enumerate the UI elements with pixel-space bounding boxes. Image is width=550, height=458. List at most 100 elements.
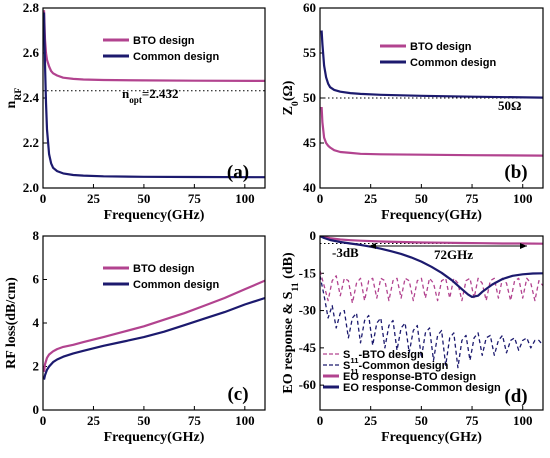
x-tick-label: 50 xyxy=(415,413,428,428)
x-tick-label: 75 xyxy=(466,191,480,206)
x-tick-label: 25 xyxy=(364,191,378,206)
legend: BTO design Common design xyxy=(103,263,219,291)
y-axis-label: EO response & S11 (dB) xyxy=(281,252,301,394)
series-line xyxy=(320,275,543,369)
legend-label: Common design xyxy=(410,57,496,69)
legend-label: Common design xyxy=(133,279,219,291)
plot-area xyxy=(43,10,265,179)
series-line xyxy=(320,236,543,298)
y-axis-label: Z0(Ω) xyxy=(281,80,301,115)
y-axis-label-part: 0 xyxy=(290,101,301,106)
series-line xyxy=(320,106,543,157)
x-tick-label: 100 xyxy=(513,413,533,428)
n-opt-annotation-part: =2.432 xyxy=(142,86,179,101)
x-tick-label: 0 xyxy=(40,413,47,428)
x-tick-label: 25 xyxy=(364,413,378,428)
legend-label: BTO design xyxy=(133,35,195,47)
y-tick-label: 2 xyxy=(33,359,40,374)
x-tick-label: 25 xyxy=(87,413,101,428)
x-axis-label: Frequency(GHz) xyxy=(104,208,205,223)
y-tick-label: 55 xyxy=(303,45,317,60)
panel-c: 0 25 50 75 100 0 2 4 6 8 Frequency(GHz) RF loss(dB/… xyxy=(4,228,266,445)
minus-3db-annotation: -3dB xyxy=(332,245,359,260)
legend: BTO design Common design xyxy=(103,35,219,63)
panel-label: (a) xyxy=(227,162,249,183)
y-tick-label: 0 xyxy=(33,402,40,417)
legend-label-part: S xyxy=(343,360,350,372)
legend-label: S11-BTO design xyxy=(343,349,424,365)
series-line xyxy=(320,236,543,245)
legend-label-part: -BTO design xyxy=(358,349,423,361)
x-tick-label: 50 xyxy=(137,191,150,206)
y-tick-label: -30 xyxy=(299,303,316,318)
x-tick-label: 100 xyxy=(235,413,255,428)
plot-area xyxy=(320,30,543,157)
legend-label: EO response-BTO design xyxy=(343,371,476,383)
x-tick-label: 100 xyxy=(513,191,533,206)
legend-label: S11-Common design xyxy=(343,360,449,376)
x-tick-label: 50 xyxy=(415,191,428,206)
panel-b: 0 25 50 75 1004045505560Frequency(GHz)Z0(Ω)B… xyxy=(281,0,544,223)
y-tick-label: 2.2 xyxy=(23,135,39,150)
x-tick-label: 75 xyxy=(188,413,202,428)
plot-frame xyxy=(42,7,266,189)
x-tick-label: 75 xyxy=(188,191,202,206)
series-line xyxy=(320,270,543,304)
y-tick-label: 45 xyxy=(303,135,317,150)
y-axis-label-part: Z xyxy=(281,106,296,115)
y-tick-label: 2.8 xyxy=(23,0,40,15)
series-line xyxy=(43,10,265,82)
x-tick-label: 0 xyxy=(317,191,324,206)
n-opt-annotation: nopt=2.432 xyxy=(122,86,179,105)
y-axis-label-part: EO response & S xyxy=(281,291,296,393)
panel-a: 0 25 50 75 100 2.0 2.2 2.4 2.6 2.8 Frequency(GHz) n… xyxy=(4,0,266,223)
y-tick-label: 8 xyxy=(33,228,40,243)
y-tick-label: -45 xyxy=(299,340,317,355)
y-tick-label: 50 xyxy=(303,90,316,105)
n-opt-annotation-part: opt xyxy=(129,95,142,105)
y-axis-label-part: n xyxy=(4,100,19,108)
plot-frame xyxy=(319,7,544,189)
panel-d: 0 25 50 75 100 0 -15 -30 -45 -60 Frequency(GHz) EO … xyxy=(281,228,544,445)
x-axis-label: Frequency(GHz) xyxy=(381,430,482,445)
legend-label-part: 11 xyxy=(350,356,359,365)
panel-label: (c) xyxy=(227,384,248,405)
x-tick-label: 50 xyxy=(137,413,150,428)
y-axis-label-part: (dB) xyxy=(281,252,296,282)
legend: BTO design Common design xyxy=(380,41,496,69)
plot-area xyxy=(43,279,265,380)
series-line xyxy=(320,30,543,99)
n-opt-annotation-part: n xyxy=(122,86,130,101)
y-axis-label: RF loss(dB/cm) xyxy=(4,277,19,369)
legend-label: Common design xyxy=(133,51,219,63)
y-tick-label: 2.6 xyxy=(23,45,40,60)
y-tick-label: 2.4 xyxy=(23,90,40,105)
legend-label-part: S xyxy=(343,349,350,361)
series-line xyxy=(43,12,265,179)
panel-label: (d) xyxy=(504,386,527,407)
x-tick-label: 100 xyxy=(235,191,255,206)
legend-label: EO response-Common design xyxy=(343,382,501,394)
plot-area xyxy=(320,236,543,369)
y-tick-label: 4 xyxy=(33,315,40,330)
y-tick-label: 40 xyxy=(303,180,316,195)
x-tick-label: 25 xyxy=(87,191,101,206)
bandwidth-arrow-head-right xyxy=(520,243,527,249)
y-tick-label: 0 xyxy=(310,228,317,243)
fifty-ohm-annotation: 50Ω xyxy=(498,98,521,113)
legend-label: BTO design xyxy=(133,263,195,275)
legend-label: BTO design xyxy=(410,41,472,53)
panel-label: (b) xyxy=(504,162,527,183)
y-tick-label: 2.0 xyxy=(23,180,39,195)
y-axis-label: nRF xyxy=(4,88,24,109)
legend-label-part: 11 xyxy=(350,367,359,376)
y-tick-label: -15 xyxy=(299,265,317,280)
x-axis-label: Frequency(GHz) xyxy=(381,208,482,223)
bandwidth-annotation: 72GHz xyxy=(434,247,473,262)
x-axis-label: Frequency(GHz) xyxy=(104,430,205,445)
y-axis-label-part: (Ω) xyxy=(281,80,296,101)
y-tick-label: 60 xyxy=(303,0,316,15)
x-tick-label: 0 xyxy=(317,413,324,428)
